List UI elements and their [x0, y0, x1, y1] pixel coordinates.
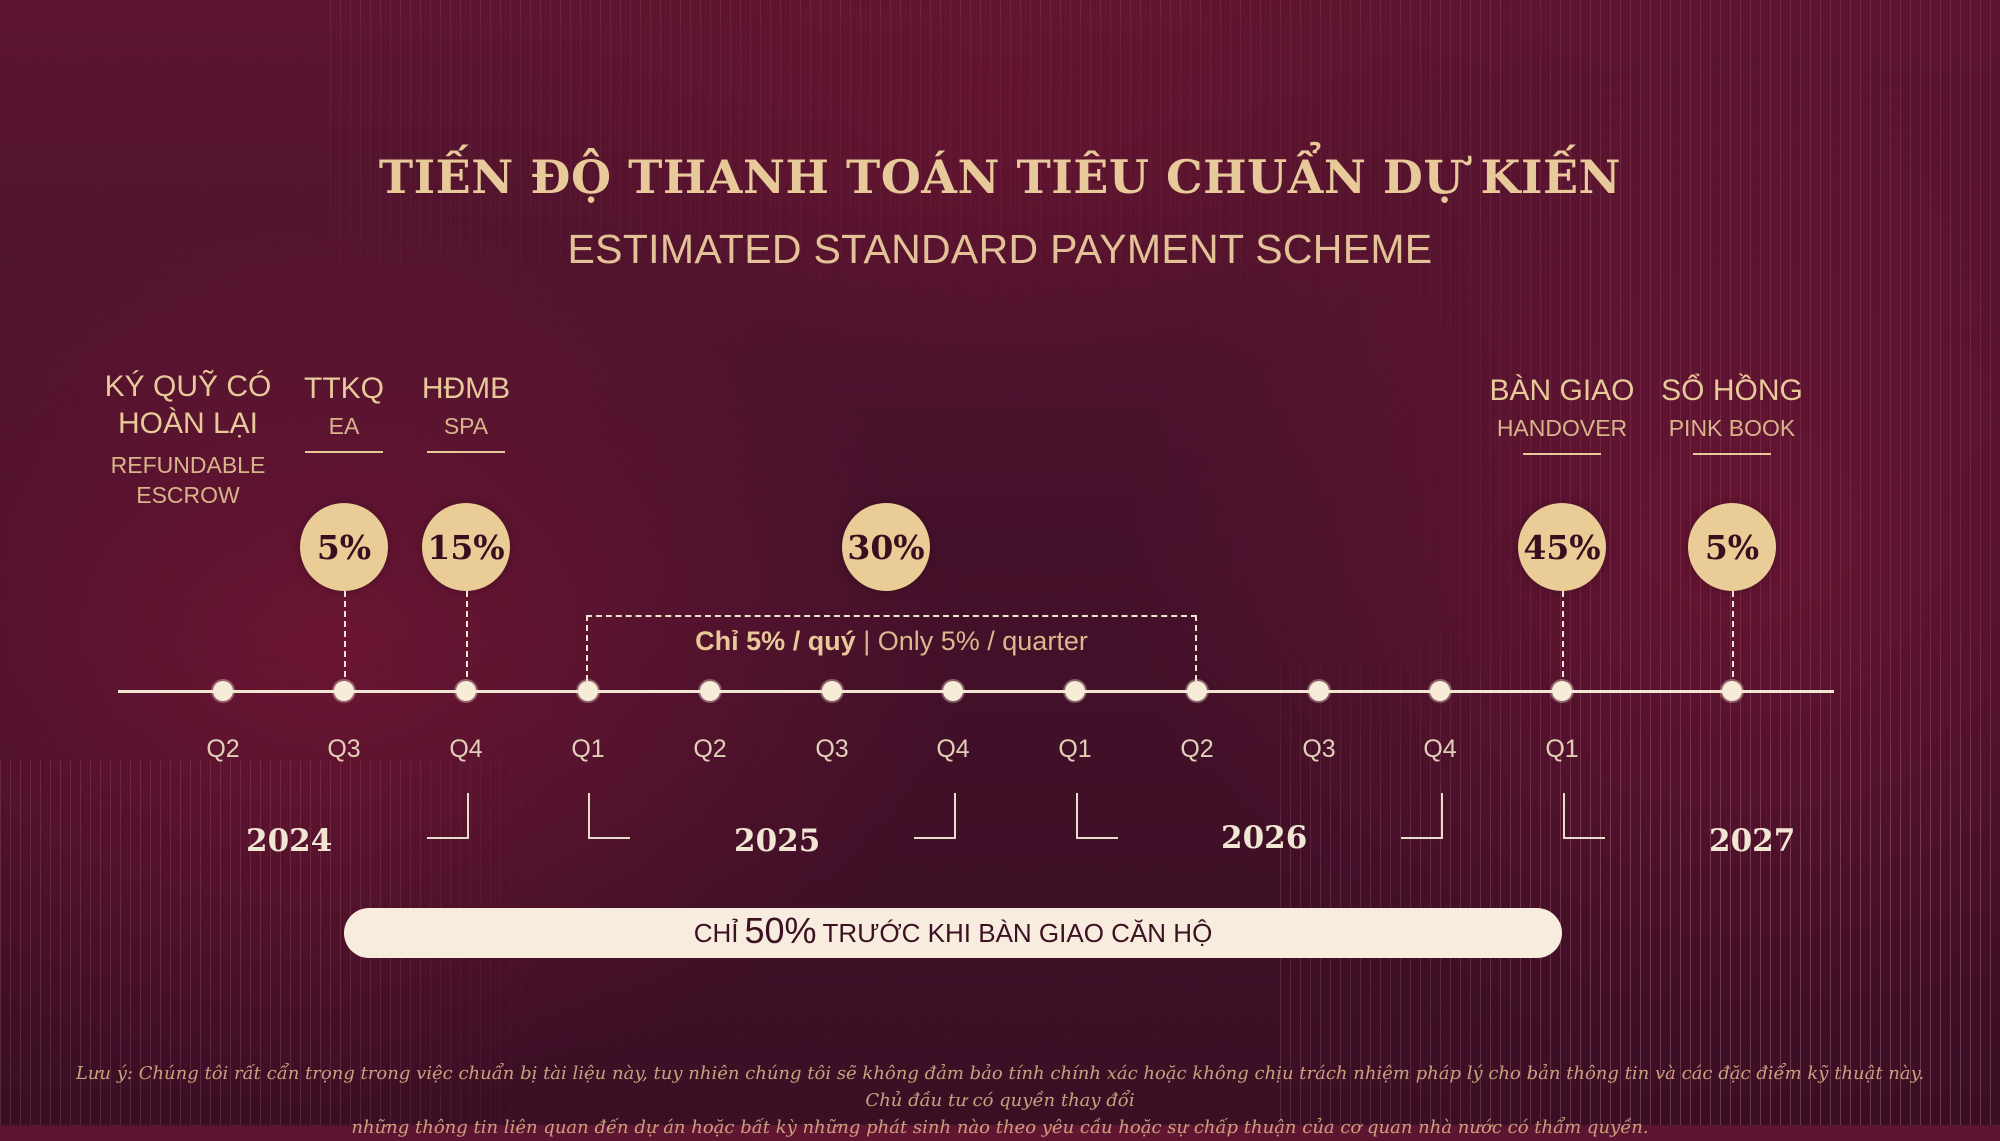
summary-banner: CHỈ 50% TRƯỚC KHI BÀN GIAO CĂN HỘ: [344, 908, 1562, 958]
quarter-label: Q4: [449, 735, 483, 763]
disclaimer-note: Lưu ý: Chúng tôi rất cẩn trọng trong việ…: [60, 1060, 1940, 1141]
milestone-pink-book: SỔ HỒNG PINK BOOK: [1632, 372, 1832, 455]
quarter-label: Q1: [571, 735, 605, 763]
connector-line: [1732, 591, 1734, 687]
connector-line: [466, 591, 468, 687]
year-bracket: [1563, 793, 1605, 839]
quarter-label: Q2: [693, 735, 727, 763]
milestone-en-label: REFUNDABLE: [110, 452, 266, 478]
year-bracket: [427, 793, 469, 839]
milestone-vi-label: BÀN GIAO: [1489, 374, 1635, 407]
timeline-dot: [943, 681, 963, 701]
year-label-2027: 2027: [1709, 823, 1796, 859]
milestone-en-label: PINK BOOK: [1668, 415, 1796, 441]
timeline-dot: [1430, 681, 1450, 701]
milestone-divider: [1523, 453, 1601, 455]
milestone-vi-label: HĐMB: [421, 372, 511, 405]
milestone-divider: [305, 451, 383, 453]
connector-line: [1562, 591, 1564, 687]
year-label-2025: 2025: [734, 823, 821, 859]
quarter-label: Q4: [1423, 735, 1457, 763]
milestone-en-label: EA: [328, 413, 360, 439]
installment-bracket: [586, 615, 1197, 681]
timeline-dot: [700, 681, 720, 701]
timeline-dot: [1187, 681, 1207, 701]
percent-circle-ea: 5%: [300, 503, 388, 591]
year-bracket: [914, 793, 956, 839]
installment-label-en: Only 5% / quarter: [877, 626, 1088, 656]
timeline-dot: [578, 681, 598, 701]
summary-suffix: TRƯỚC KHI BÀN GIAO CĂN HỘ: [822, 917, 1213, 948]
quarter-label: Q2: [206, 735, 240, 763]
year-bracket: [1401, 793, 1443, 839]
timeline-axis: [118, 690, 1834, 693]
percent-circle-pink-book: 5%: [1688, 503, 1776, 591]
year-bracket: [1076, 793, 1118, 839]
quarter-label: Q1: [1058, 735, 1092, 763]
timeline-dot: [1552, 681, 1572, 701]
installment-separator: |: [855, 626, 878, 656]
quarter-label: Q3: [327, 735, 361, 763]
timeline-dot: [1065, 681, 1085, 701]
milestone-en-label: HANDOVER: [1496, 415, 1628, 441]
milestone-ea: TTKQ EA: [284, 370, 404, 453]
disclaimer-line: những thông tin liên quan đến dự án hoặc…: [351, 1117, 1649, 1138]
installment-label: Chỉ 5% / quý | Only 5% / quarter: [586, 626, 1197, 657]
quarter-label: Q3: [1302, 735, 1336, 763]
timeline-dot: [1309, 681, 1329, 701]
milestone-en-label: SPA: [443, 413, 489, 439]
installment-label-vi: Chỉ 5% / quý: [695, 626, 856, 656]
year-bracket: [588, 793, 630, 839]
quarter-label: Q2: [1180, 735, 1214, 763]
page-title-vietnamese: TIẾN ĐỘ THANH TOÁN TIÊU CHUẨN DỰ KIẾN: [378, 150, 1622, 204]
milestone-vi-label: KÝ QUỸ CÓ: [104, 370, 272, 403]
timeline-dot: [822, 681, 842, 701]
milestone-spa: HĐMB SPA: [406, 370, 526, 453]
timeline-dot: [456, 681, 476, 701]
percent-circle-installments: 30%: [842, 503, 930, 591]
summary-prefix: CHỈ: [693, 917, 739, 948]
connector-line: [344, 591, 346, 687]
milestone-handover: BÀN GIAO HANDOVER: [1462, 372, 1662, 455]
timeline-dot: [334, 681, 354, 701]
summary-highlight: 50%: [744, 910, 817, 951]
milestone-divider: [427, 451, 505, 453]
page-title-english: ESTIMATED STANDARD PAYMENT SCHEME: [567, 226, 1433, 272]
timeline-dot: [1722, 681, 1742, 701]
quarter-label: Q4: [936, 735, 970, 763]
milestone-en-label: ESCROW: [136, 482, 240, 508]
milestone-divider: [1693, 453, 1771, 455]
disclaimer-line: Lưu ý: Chúng tôi rất cẩn trọng trong việ…: [75, 1063, 1925, 1111]
milestone-vi-label: SỔ HỒNG: [1661, 374, 1803, 407]
percent-circle-handover: 45%: [1518, 503, 1606, 591]
decorative-stripes-bottom-right: [1280, 620, 2000, 1125]
year-label-2024: 2024: [246, 823, 333, 859]
milestone-vi-label: HOÀN LẠI: [117, 407, 259, 440]
milestone-refundable-escrow: KÝ QUỸ CÓ HOÀN LẠI REFUNDABLE ESCROW: [88, 368, 288, 510]
timeline-dot: [213, 681, 233, 701]
quarter-label: Q3: [815, 735, 849, 763]
milestone-vi-label: TTKQ: [304, 372, 384, 405]
year-label-2026: 2026: [1221, 820, 1308, 856]
quarter-label: Q1: [1545, 735, 1579, 763]
percent-circle-spa: 15%: [422, 503, 510, 591]
